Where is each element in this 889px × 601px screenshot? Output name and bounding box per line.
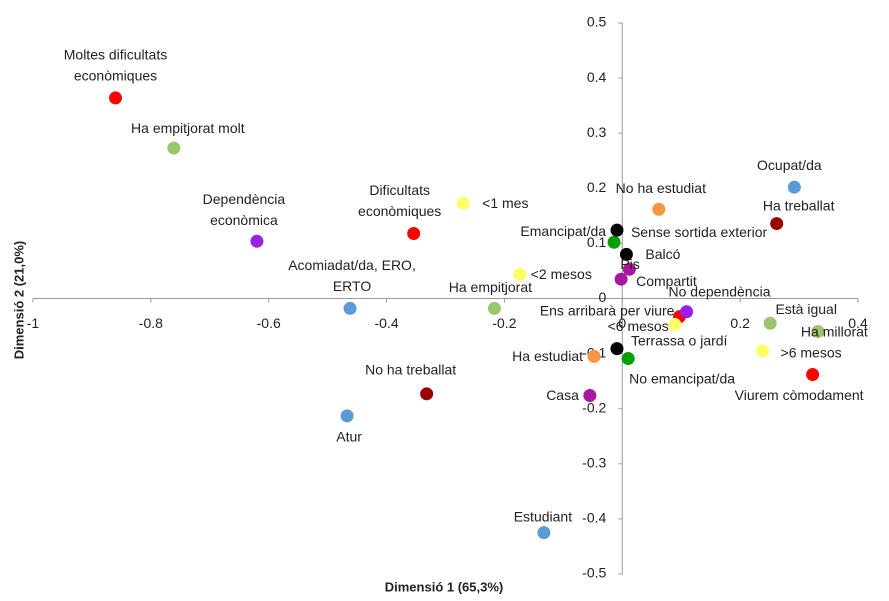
point: [619, 247, 633, 261]
point: [537, 526, 551, 540]
point-label: Viurem còmodament: [735, 387, 864, 403]
point: [456, 196, 470, 210]
point: [340, 409, 354, 423]
point: [756, 344, 770, 358]
point-label: <6 mesos: [608, 318, 669, 334]
x-tick-label: -0.4: [375, 315, 399, 331]
y-tick-label: 0.3: [587, 124, 607, 140]
point: [250, 234, 264, 248]
point-label: Ocupat/da: [757, 157, 822, 173]
point-label: econòmiques: [358, 203, 441, 219]
x-tick-label: -0.6: [257, 315, 281, 331]
point: [610, 342, 624, 356]
x-tick-label: 0.4: [848, 315, 868, 331]
point-label: Terrassa o jardí: [631, 332, 728, 348]
y-tick-label: 0.2: [587, 179, 607, 195]
point: [109, 91, 122, 105]
point-label: Atur: [336, 429, 362, 445]
point-label: Pis: [620, 256, 639, 272]
point: [680, 305, 694, 319]
point-label: <2 mesos: [531, 266, 592, 282]
point-label: Estudiant: [514, 508, 572, 524]
point-label: Compartit: [636, 273, 697, 289]
x-tick-label: -0.2: [492, 315, 516, 331]
y-axis-title: Dimensió 2 (21,0%): [11, 241, 26, 360]
x-tick-label: -1: [27, 315, 40, 331]
point: [607, 235, 621, 249]
point: [420, 387, 434, 401]
point-label: No emancipat/da: [629, 370, 735, 386]
point: [343, 301, 357, 315]
point-label: Ha estudiat: [512, 348, 583, 364]
point: [587, 349, 601, 363]
y-tick-label: 0: [598, 289, 606, 305]
y-tick-label: -0.3: [582, 455, 606, 471]
x-tick-label: 0.2: [730, 315, 750, 331]
point: [806, 368, 820, 382]
point-label: No ha treballat: [365, 362, 456, 378]
x-axis-title: Dimensió 1 (65,3%): [385, 579, 504, 594]
y-tick-label: -0.2: [582, 399, 606, 415]
point-label: econòmiques: [74, 68, 157, 84]
point-label: Ens arribarà per viure: [540, 302, 675, 318]
point: [621, 352, 635, 366]
y-tick-label: 0.1: [587, 234, 607, 250]
y-tick-label: -0.4: [582, 510, 606, 526]
point-label: Acomiadat/da, ERO,: [288, 257, 416, 273]
point: [610, 223, 624, 237]
y-tick-label: 0.5: [587, 14, 607, 30]
point: [513, 267, 527, 281]
point-label: Està igual: [775, 301, 836, 317]
point: [622, 262, 636, 276]
point: [811, 325, 825, 339]
point-label: Ha treballat: [763, 197, 835, 213]
point-label: Ha millorat: [801, 323, 868, 339]
point-label: >6 mesos: [781, 345, 842, 361]
point: [614, 272, 628, 286]
point-label: No dependència: [669, 283, 771, 299]
x-tick-label: 0: [618, 315, 626, 331]
point-label: Ha empitjorat: [449, 279, 532, 295]
point: [763, 316, 777, 330]
point: [487, 301, 501, 315]
point-label: Emancipat/da: [520, 223, 606, 239]
point-label: Dificultats: [369, 182, 430, 198]
point-label: econòmica: [210, 212, 278, 228]
y-tick-label: 0.4: [587, 69, 607, 85]
point-label: Casa: [546, 387, 579, 403]
point-label: Balcó: [645, 246, 680, 262]
point: [167, 141, 181, 155]
point-label: Moltes dificultats: [64, 47, 167, 63]
point-label: ERTO: [333, 278, 371, 294]
point: [583, 388, 597, 402]
point-label: No ha estudiat: [616, 180, 706, 196]
point: [787, 180, 801, 194]
point-label: Sense sortida exterior: [631, 224, 768, 240]
y-tick-label: -0.5: [582, 565, 606, 581]
point-label: Ha empitjorat molt: [131, 120, 245, 136]
point-label: Dependència: [203, 191, 286, 207]
point: [652, 202, 666, 216]
point: [770, 217, 784, 231]
x-tick-label: -0.8: [139, 315, 163, 331]
point: [668, 317, 682, 331]
point: [407, 226, 421, 240]
point-label: <1 mes: [482, 195, 528, 211]
